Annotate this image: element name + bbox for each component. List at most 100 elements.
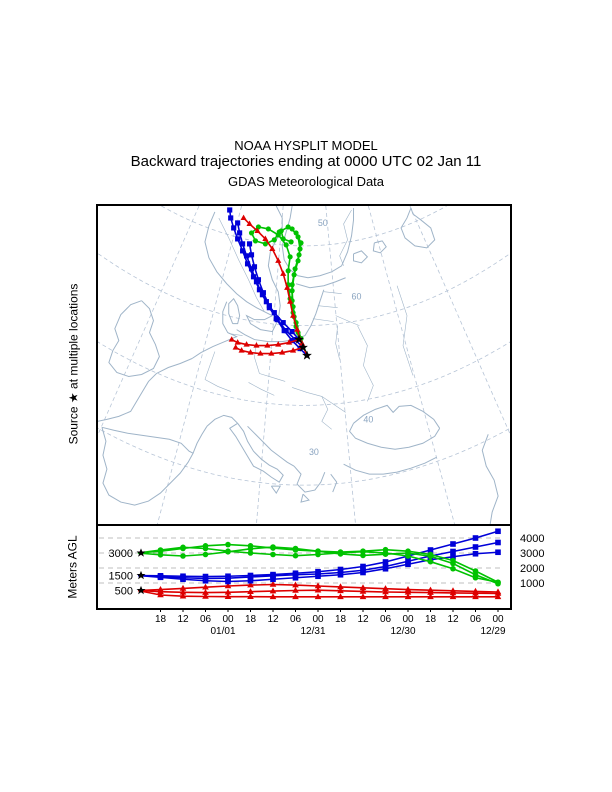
trajectory-marker-icon — [248, 230, 255, 236]
profile-marker-icon — [292, 552, 299, 559]
profile-marker-icon — [292, 581, 299, 588]
profile-marker-icon — [202, 583, 209, 590]
graticule-arc — [98, 341, 510, 406]
profile-marker-icon — [157, 574, 164, 581]
trajectory-marker-icon — [286, 339, 293, 345]
profile-marker-icon — [450, 541, 456, 547]
profile-marker-icon — [382, 588, 389, 595]
trajectory-marker-icon — [268, 350, 275, 356]
graticule-arc — [161, 206, 447, 247]
trajectory-marker-icon — [248, 266, 255, 272]
trajectory-marker-icon — [275, 257, 282, 263]
profile-marker-icon — [449, 587, 457, 594]
trajectory-marker-icon — [280, 270, 287, 276]
profile-marker-icon — [427, 553, 434, 560]
right-axis-label: 4000 — [520, 533, 544, 545]
profile-marker-icon — [247, 593, 254, 600]
profile-marker-icon — [337, 583, 344, 590]
trajectory-marker-icon — [295, 258, 301, 264]
coastline — [98, 358, 193, 422]
profile-marker-icon — [180, 544, 186, 551]
graticule-label: 50 — [318, 218, 328, 228]
profile-marker-icon — [225, 578, 231, 585]
profile-marker-icon — [382, 585, 389, 591]
trajectory-marker-icon — [265, 226, 271, 232]
country-border — [396, 285, 414, 376]
source-star-icon — [302, 350, 312, 360]
country-border — [259, 373, 286, 382]
profile-marker-icon — [427, 593, 434, 600]
profile-marker-icon — [202, 589, 209, 595]
profile-marker-icon — [247, 574, 254, 580]
profile-marker-icon — [427, 558, 434, 565]
profile-marker-icon — [157, 586, 164, 592]
profile-marker-icon — [225, 541, 231, 548]
trajectory-marker-icon — [279, 349, 286, 355]
graticule-meridian — [367, 206, 455, 524]
trajectory-marker-icon — [232, 344, 239, 350]
source-locations-label: Source ★ at multiple locations — [66, 283, 80, 445]
time-tick-label: 06 — [290, 614, 302, 625]
trajectory-marker-icon — [295, 234, 301, 240]
trajectory-marker-icon — [287, 254, 293, 260]
trajectory-marker-icon — [240, 214, 247, 221]
coastline — [353, 404, 441, 429]
time-tick-label: 00 — [222, 614, 234, 625]
trajectory-marker-icon — [271, 310, 277, 316]
graticule-meridian — [409, 206, 510, 435]
profile-marker-icon — [179, 592, 187, 599]
height-profile-panel — [96, 524, 512, 610]
time-tick-label: 06 — [380, 614, 392, 625]
graticule-label: 30 — [309, 447, 319, 457]
start-height-label: 3000 — [109, 548, 133, 560]
coastline — [245, 206, 283, 333]
country-border — [218, 217, 265, 312]
profile-marker-icon — [292, 545, 299, 552]
trajectory-marker-icon — [228, 336, 235, 342]
trajectory-marker-icon — [251, 264, 258, 270]
profile-marker-icon — [472, 574, 479, 581]
trajectory-marker-icon — [234, 339, 241, 345]
trajectory-marker-icon — [240, 241, 246, 247]
coastline — [481, 434, 499, 524]
country-border — [317, 305, 338, 308]
coastline — [330, 473, 338, 493]
trajectory-marker-icon — [264, 342, 271, 348]
trajectory-marker-icon — [284, 284, 291, 290]
coastline — [293, 465, 326, 493]
trajectory-marker-icon — [285, 268, 291, 274]
profile-marker-icon — [450, 565, 456, 572]
coastline — [400, 207, 436, 249]
profile-marker-icon — [247, 577, 254, 584]
trajectory-marker-icon — [290, 347, 297, 353]
profile-marker-icon — [269, 587, 277, 594]
profile-marker-icon — [359, 593, 367, 600]
map-y-axis-label: Source ★ at multiple locations — [56, 204, 90, 524]
profile-marker-icon — [495, 549, 501, 556]
profile-marker-icon — [157, 547, 164, 553]
right-axis-label: 3000 — [520, 548, 544, 560]
profile-marker-icon — [270, 544, 276, 550]
profile-marker-icon — [314, 586, 322, 593]
date-label: 12/30 — [390, 626, 415, 637]
trajectory-marker-icon — [247, 349, 254, 355]
source-star-icon — [136, 570, 146, 580]
trajectory-marker-icon — [227, 207, 233, 213]
trajectory-marker-icon — [228, 215, 234, 221]
coastline — [295, 277, 346, 289]
profile-marker-icon — [247, 588, 254, 594]
graticule-meridian — [98, 206, 200, 436]
date-label: 01/01 — [210, 626, 235, 637]
profile-marker-icon — [337, 550, 344, 556]
coastline — [206, 414, 238, 427]
trajectory-marker-icon — [292, 336, 298, 343]
profile-marker-icon — [495, 539, 501, 546]
time-tick-label: 18 — [245, 614, 257, 625]
profile-marker-icon — [315, 551, 321, 558]
trajectory-marker-icon — [235, 220, 241, 226]
profile-marker-icon — [269, 580, 277, 587]
profile-marker-icon — [179, 584, 187, 591]
coastline — [229, 422, 284, 483]
coastline — [204, 211, 273, 317]
